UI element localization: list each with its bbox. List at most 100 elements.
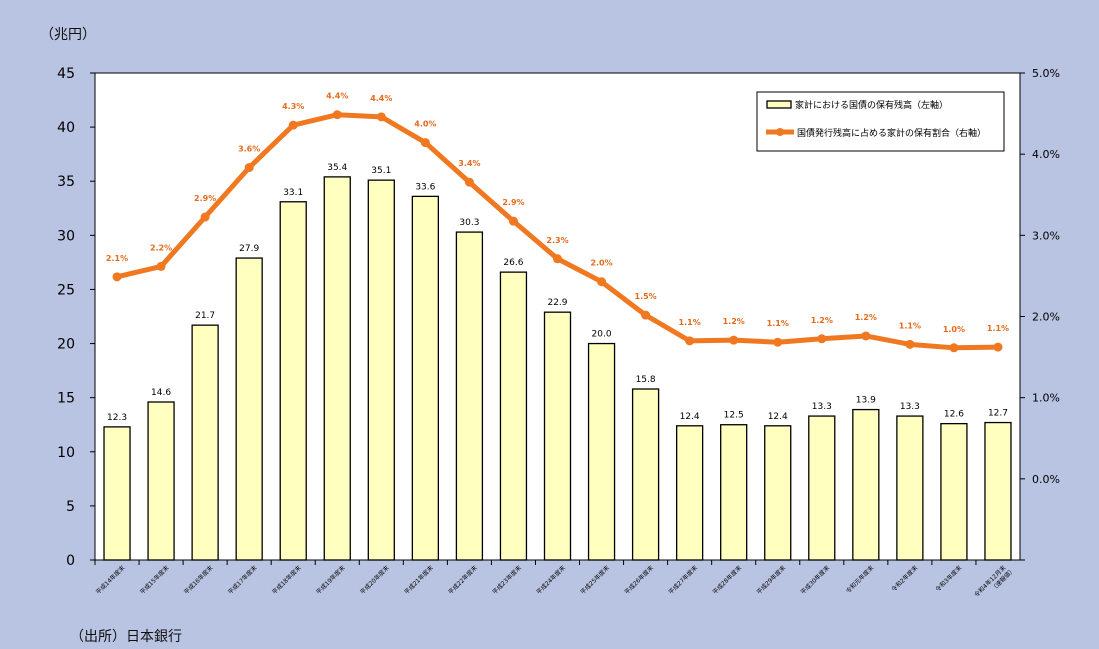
category-label: 平成28年度末 xyxy=(711,564,743,596)
bar-value-label: 35.4 xyxy=(327,163,347,173)
bar-value-label: 15.8 xyxy=(636,375,656,385)
category-label: 令和2年度末 xyxy=(890,564,920,594)
line-point xyxy=(729,335,739,345)
line-point xyxy=(861,331,871,341)
line-value-label: 1.0% xyxy=(943,325,965,334)
bar-value-label: 12.4 xyxy=(680,412,700,422)
line-point xyxy=(641,310,651,320)
category-label: 令和元年度末 xyxy=(844,564,875,595)
bar xyxy=(279,201,307,561)
category-label: 令和3年度末 xyxy=(934,564,964,594)
bar xyxy=(984,421,1012,561)
source-note: （出所）日本銀行 xyxy=(70,629,182,645)
category-label: 平成29年度末 xyxy=(755,564,787,596)
bar xyxy=(852,408,880,561)
line-point xyxy=(553,254,562,264)
legend-line-label: 国債発行残高に占める家計の保有割合（右軸） xyxy=(797,127,986,139)
line-point xyxy=(420,138,430,148)
line-value-label: 2.9% xyxy=(194,194,216,203)
category-label: 平成21年度末 xyxy=(402,564,434,596)
bar xyxy=(411,195,440,561)
left-tick-label: 5 xyxy=(66,499,75,515)
bar xyxy=(367,179,395,561)
category-label: 平成24年度末 xyxy=(535,564,567,596)
line-value-label: 1.5% xyxy=(635,292,657,301)
line-point xyxy=(817,334,827,344)
line-point xyxy=(156,261,166,271)
line-value-label: 2.1% xyxy=(106,254,128,263)
bar xyxy=(191,324,219,561)
bar xyxy=(499,271,528,561)
bar xyxy=(543,311,572,561)
bar-value-label: 27.9 xyxy=(239,244,259,254)
line-value-label: 1.1% xyxy=(987,324,1009,333)
left-tick-label: 0 xyxy=(66,553,75,569)
bar xyxy=(323,176,351,561)
line-point xyxy=(773,337,783,347)
line-value-label: 1.1% xyxy=(899,321,921,330)
category-label: 平成18年度末 xyxy=(270,564,302,596)
bar-value-label: 14.6 xyxy=(151,388,171,398)
line-value-label: 2.9% xyxy=(502,198,524,207)
line-point xyxy=(993,342,1003,352)
bar-value-label: 26.6 xyxy=(503,258,523,268)
bar xyxy=(455,231,484,561)
legend-bar-swatch xyxy=(766,100,792,109)
category-label: 平成25年度末 xyxy=(579,564,611,596)
bar-value-label: 13.3 xyxy=(812,402,832,412)
line-value-label: 2.0% xyxy=(590,259,612,268)
bar-value-label: 30.3 xyxy=(459,218,479,228)
left-axis-unit-label: （兆円） xyxy=(40,27,96,43)
line-point xyxy=(905,339,915,349)
bar-value-label: 20.0 xyxy=(592,330,612,340)
right-tick-label: 0.0% xyxy=(1032,473,1060,486)
bar-value-label: 13.9 xyxy=(856,396,876,406)
line-value-label: 4.4% xyxy=(370,94,392,103)
category-label: 平成16年度末 xyxy=(182,564,214,596)
line-point xyxy=(376,112,386,122)
line-value-label: 2.2% xyxy=(150,243,172,252)
category-label: 平成26年度末 xyxy=(623,564,655,596)
bar xyxy=(720,424,748,561)
bar-value-label: 35.1 xyxy=(371,166,391,176)
line-point xyxy=(288,120,298,130)
bar-value-label: 13.3 xyxy=(900,402,920,412)
bar xyxy=(896,415,924,561)
line-point xyxy=(244,163,254,173)
line-value-label: 2.3% xyxy=(546,236,568,245)
line-value-label: 1.2% xyxy=(811,316,833,325)
line-point xyxy=(332,110,342,120)
legend-line-marker xyxy=(776,128,784,136)
left-tick-label: 25 xyxy=(57,282,75,298)
bar-value-label: 12.5 xyxy=(724,411,744,421)
bar xyxy=(631,388,660,561)
category-label: 平成27年度末 xyxy=(667,564,699,596)
line-value-label: 1.1% xyxy=(767,319,789,328)
line-point xyxy=(112,272,122,282)
bar xyxy=(103,426,131,561)
legend xyxy=(756,91,1005,152)
category-label: 平成23年度末 xyxy=(491,564,523,596)
bar-value-label: 12.6 xyxy=(944,410,964,420)
bar-value-label: 12.4 xyxy=(768,412,788,422)
line-value-label: 1.2% xyxy=(723,317,745,326)
bar xyxy=(940,422,968,561)
category-label: 平成14年度末 xyxy=(94,564,126,596)
left-tick-label: 30 xyxy=(57,228,75,244)
bar xyxy=(675,425,704,561)
line-value-label: 3.6% xyxy=(238,145,260,154)
line-point xyxy=(685,336,695,346)
line-point xyxy=(597,277,607,287)
line-value-label: 1.2% xyxy=(855,313,877,322)
category-label: 平成15年度末 xyxy=(138,564,170,596)
line-value-label: 3.4% xyxy=(458,159,480,168)
left-tick-label: 20 xyxy=(57,337,75,353)
bar xyxy=(147,401,175,561)
category-label: 平成17年度末 xyxy=(226,564,258,596)
line-point xyxy=(949,343,959,353)
left-tick-label: 45 xyxy=(57,66,75,82)
left-tick-label: 15 xyxy=(57,391,75,407)
right-tick-label: 5.0% xyxy=(1032,67,1060,80)
bar xyxy=(808,415,836,561)
line-value-label: 4.0% xyxy=(414,120,436,129)
